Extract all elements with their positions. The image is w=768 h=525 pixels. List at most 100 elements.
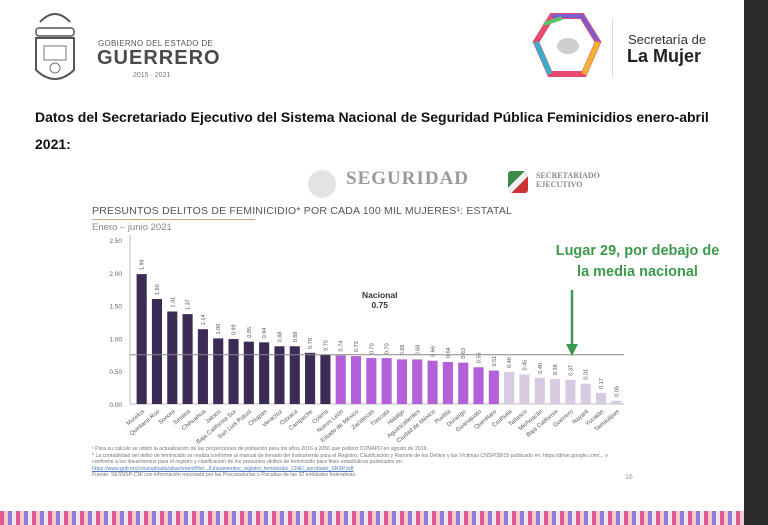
y-tick-label: 0.00 — [109, 402, 122, 409]
data-label: 0.74 — [339, 341, 345, 352]
data-label: 0.68 — [400, 345, 406, 356]
national-label: Nacional — [362, 290, 398, 300]
bar-colima — [320, 354, 331, 404]
secretariado-text-2: EJECUTIVO — [536, 180, 583, 189]
footnotes: ¹ Para su cálculo se utilizó la actualiz… — [92, 446, 612, 479]
y-tick-label: 0.50 — [109, 369, 122, 376]
footnote-source: Fuente: SESNSP-CNI con información repor… — [92, 472, 357, 479]
data-label: 0.95 — [247, 327, 253, 338]
gov-years: 2015 · 2021 — [133, 72, 171, 79]
footnote-2: * La contabilidad del delito de feminici… — [92, 452, 608, 466]
national-value: 0.75 — [371, 300, 388, 310]
bar-tabasco — [519, 374, 530, 404]
dark-side-panel — [744, 0, 768, 525]
data-label: 0.66 — [431, 346, 437, 357]
bar-durango — [458, 362, 469, 404]
data-label: 0.99 — [232, 324, 238, 335]
bar-querétaro — [488, 370, 499, 404]
chart-subtitle: Enero – junio 2021 — [92, 222, 172, 233]
bar-morelos — [136, 274, 147, 404]
logo-divider — [612, 18, 613, 78]
bar-san-luis-potosí — [243, 341, 254, 404]
main-title: Datos del Secretariado Ejecutivo del Sis… — [35, 109, 709, 152]
bar-sinaloa — [182, 314, 193, 404]
data-label: 0.78 — [308, 338, 314, 349]
bar-quintana-roo — [151, 299, 163, 404]
data-label: 0.40 — [538, 363, 544, 374]
y-tick-label: 2.50 — [109, 238, 122, 245]
feminicide-bar-chart: 0.000.501.001.502.002.501.98Morelos1.60Q… — [109, 235, 624, 446]
data-label: 1.60 — [155, 284, 161, 295]
mexico-seal-icon — [308, 170, 336, 198]
data-label: 0.73 — [354, 341, 360, 352]
bar-oaxaca — [289, 346, 300, 404]
data-label: 0.49 — [507, 357, 513, 368]
data-label: 0.75 — [323, 340, 329, 351]
secretariado-shield-icon — [508, 171, 528, 193]
bar-ciudad-de-méxico — [427, 360, 438, 404]
chart-title-underline — [92, 219, 255, 220]
gov-line2: GUERRERO — [97, 47, 221, 69]
y-tick-label: 1.50 — [109, 304, 122, 311]
bar-tamaulipas — [611, 400, 622, 404]
bar-chihuahua — [197, 329, 208, 404]
data-label: 0.94 — [262, 328, 268, 339]
secretariado-text-1: SECRETARIADO — [536, 171, 600, 180]
data-label: 1.14 — [201, 314, 207, 325]
national-average-label: Nacional 0.75 — [362, 290, 397, 310]
chart-title: PRESUNTOS DELITOS DE FEMINICIDIO* POR CA… — [92, 205, 513, 217]
bar-puebla — [442, 362, 453, 404]
footnote-1: ¹ Para su cálculo se utilizó la actualiz… — [92, 446, 428, 452]
bar-jalisco — [213, 338, 224, 404]
gov-line1: GOBIERNO DEL ESTADO DE — [98, 39, 214, 48]
data-label: 1.37 — [186, 299, 192, 310]
seguridad-text: SEGURIDAD — [346, 168, 470, 189]
decorative-border — [0, 511, 744, 525]
bar-estado-de-méxico — [350, 356, 362, 404]
data-label: 0.63 — [461, 348, 467, 359]
footnote-link[interactable]: https://www.gob.mx/cms/uploads/attachmen… — [92, 465, 354, 472]
bar-nuevo-león — [335, 355, 346, 404]
bar-sonora — [167, 311, 178, 404]
data-label: 0.37 — [568, 365, 574, 376]
bar-nayarit — [580, 383, 591, 404]
data-label: 1.41 — [170, 297, 176, 308]
bar-baja-california-sur — [228, 339, 239, 404]
bar-campeche — [305, 352, 316, 404]
data-label: 0.70 — [369, 343, 375, 354]
bar-guanajuato — [473, 367, 484, 404]
bar-baja-california — [550, 379, 561, 404]
bar-michoacán — [534, 377, 545, 404]
bar-veracruz — [274, 346, 285, 404]
mujer-line2: La Mujer — [627, 46, 702, 66]
data-label: 0.45 — [522, 360, 528, 371]
data-label: 0.88 — [277, 332, 283, 343]
page-number: 16 — [625, 474, 633, 481]
y-tick-label: 1.00 — [109, 336, 122, 343]
data-label: 1.00 — [216, 324, 222, 335]
bar-aguascalientes — [412, 359, 423, 404]
data-label: 0.70 — [385, 343, 391, 354]
data-label: 0.38 — [553, 364, 559, 375]
data-label: 1.98 — [140, 259, 146, 270]
bar-coahuila — [504, 371, 515, 404]
data-label: 0.64 — [446, 347, 452, 358]
bar-yucatán — [595, 392, 607, 404]
bar-guerrero — [565, 379, 576, 404]
guerrero-coat-of-arms-logo — [35, 13, 75, 80]
bar-chiapas — [259, 342, 270, 404]
bar-hidalgo — [396, 359, 408, 404]
data-label: 0.05 — [614, 386, 620, 397]
data-label: 0.17 — [599, 378, 605, 389]
y-tick-label: 2.00 — [109, 271, 122, 278]
data-label: 0.68 — [415, 345, 421, 356]
mujer-line1: Secretaría de — [628, 32, 707, 47]
data-label: 0.88 — [293, 332, 299, 343]
data-label: 0.51 — [492, 356, 498, 367]
annotation-arrow-icon — [566, 290, 578, 356]
data-label: 0.31 — [584, 369, 590, 380]
data-label: 0.56 — [477, 353, 483, 364]
guerrero-annotation: Lugar 29, por debajo de la media naciona… — [555, 243, 720, 280]
bar-zacatecas — [366, 358, 377, 404]
bar-tlaxcala — [381, 358, 392, 404]
